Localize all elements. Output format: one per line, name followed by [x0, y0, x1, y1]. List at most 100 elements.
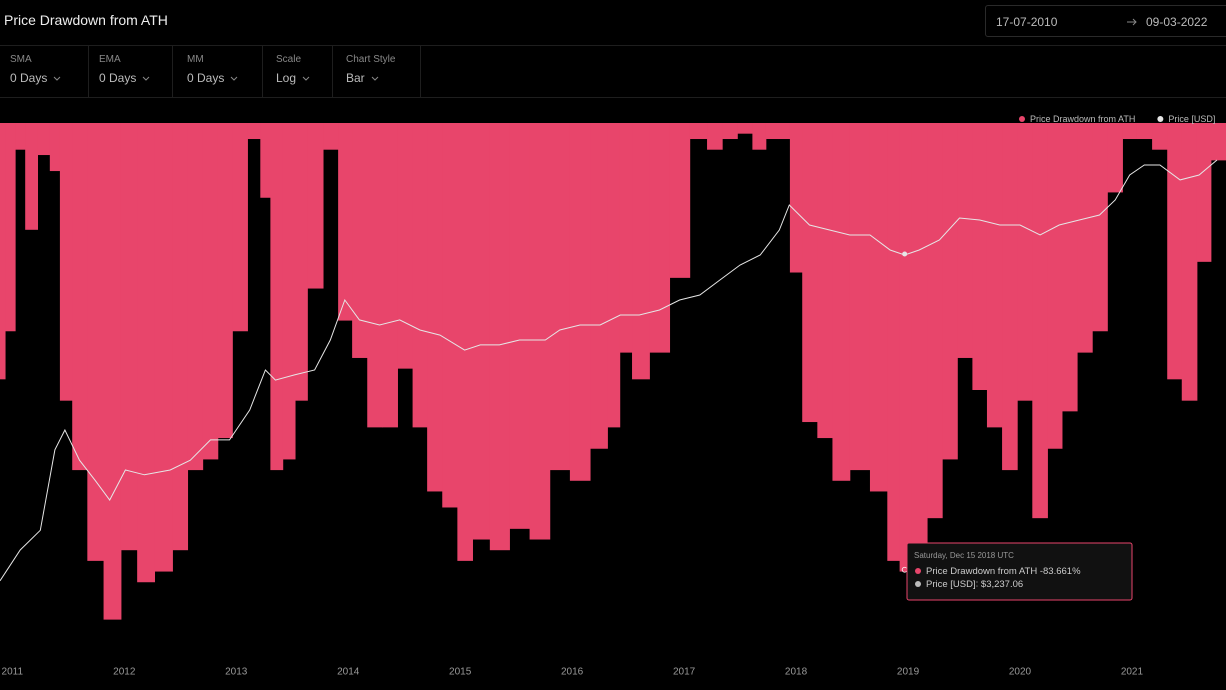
divider [172, 46, 173, 97]
dropdown-value[interactable]: Bar [346, 71, 395, 85]
bar [911, 123, 928, 561]
dropdown[interactable]: SMA 0 Days [10, 54, 61, 94]
bar [789, 123, 803, 273]
bar [752, 123, 767, 150]
dropdown-value-text: 0 Days [99, 71, 137, 85]
hover-point [902, 251, 908, 257]
chevron-icon [302, 76, 310, 81]
dropdown[interactable]: Chart Style Bar [346, 54, 395, 94]
bar [282, 123, 296, 460]
bar [137, 123, 156, 583]
bar [59, 123, 73, 401]
dropdown-label: Scale [276, 54, 302, 65]
bar [1047, 123, 1063, 449]
chevron-icon [231, 76, 238, 81]
bar [15, 123, 26, 150]
x-tick-label: 2017 [673, 667, 696, 678]
bar [270, 123, 284, 471]
bar [172, 123, 189, 551]
bar [649, 123, 671, 353]
bar [412, 123, 428, 428]
dropdown-label: MM [187, 54, 204, 65]
divider [88, 46, 89, 97]
bar [1196, 123, 1212, 262]
tooltip-swatch [915, 581, 921, 587]
bar [869, 123, 888, 492]
bar [887, 123, 901, 561]
bar [942, 123, 958, 460]
x-tick-label: 2012 [113, 667, 136, 678]
bar [217, 123, 233, 439]
bar [1002, 123, 1018, 471]
x-tick-label: 2018 [785, 667, 808, 678]
bar [802, 123, 818, 423]
dropdown-value[interactable]: 0 Days [10, 71, 61, 85]
bar [472, 123, 491, 540]
bar [899, 123, 913, 572]
bar [607, 123, 621, 428]
bar [1077, 123, 1093, 353]
dropdown-value[interactable]: Log [276, 71, 310, 85]
bar [737, 123, 753, 134]
x-tick-label: 2019 [897, 667, 920, 678]
bar [1136, 123, 1153, 140]
bar [232, 123, 248, 332]
bar [778, 123, 791, 140]
bar [1122, 123, 1138, 140]
bar [307, 123, 324, 289]
x-tick-label: 2011 [2, 667, 24, 678]
divider [420, 46, 421, 97]
dropdown[interactable]: Scale Log [276, 54, 310, 94]
divider [262, 46, 263, 97]
legend: Price Drawdown from ATH Price [USD] [1019, 114, 1215, 124]
bar [489, 123, 510, 551]
bar [1092, 123, 1108, 332]
bar [247, 123, 261, 140]
bar [957, 123, 973, 358]
divider [332, 46, 333, 97]
legend-label: Price Drawdown from ATH [1030, 114, 1135, 124]
bar [1107, 123, 1123, 193]
bar [103, 123, 122, 620]
bar [154, 123, 173, 572]
bar [549, 123, 571, 471]
bar [1061, 123, 1078, 412]
bar [1181, 123, 1198, 401]
dropdown-value[interactable]: 0 Days [99, 71, 150, 85]
legend-label: Price [USD] [1168, 114, 1215, 124]
tooltip-value: -83.661% [1040, 566, 1081, 577]
x-tick-label: 2020 [1009, 667, 1032, 678]
dropdown[interactable]: MM 0 Days [187, 54, 238, 94]
date-to[interactable]: 09-03-2022 [1146, 15, 1208, 29]
dropdown[interactable]: EMA 0 Days [99, 54, 150, 94]
bar [986, 123, 1003, 428]
dropdown-value-text: 0 Days [10, 71, 48, 85]
dropdown-value[interactable]: 0 Days [187, 71, 238, 85]
dropdown-label: EMA [99, 54, 121, 65]
bar [707, 123, 723, 150]
bar [632, 123, 650, 380]
tooltip-swatch [915, 568, 921, 574]
chevron-icon [54, 76, 61, 81]
bar [569, 123, 591, 481]
tooltip-value: $3,237.06 [981, 579, 1023, 590]
x-tick-label: 2016 [561, 667, 584, 678]
x-tick-label: 2015 [449, 667, 472, 678]
date-from[interactable]: 17-07-2010 [996, 15, 1058, 29]
bar [338, 123, 353, 321]
bar [669, 123, 691, 278]
bar [832, 123, 851, 481]
tooltip-row: Price Drawdown from ATH -83.661% [926, 566, 1081, 577]
bar [1167, 123, 1183, 380]
bar [1032, 123, 1048, 519]
date-range[interactable]: 17-07-2010 09-03-2022 [985, 5, 1226, 37]
hover-point [901, 566, 908, 573]
chart-title: Price Drawdown from ATH [4, 12, 168, 28]
bar [382, 123, 398, 428]
dropdown-value-text: Log [276, 71, 297, 85]
bar [49, 123, 61, 172]
x-tick-label: 2014 [337, 667, 360, 678]
bar [87, 123, 105, 561]
tooltip-box [906, 542, 1133, 601]
bar [972, 123, 988, 390]
